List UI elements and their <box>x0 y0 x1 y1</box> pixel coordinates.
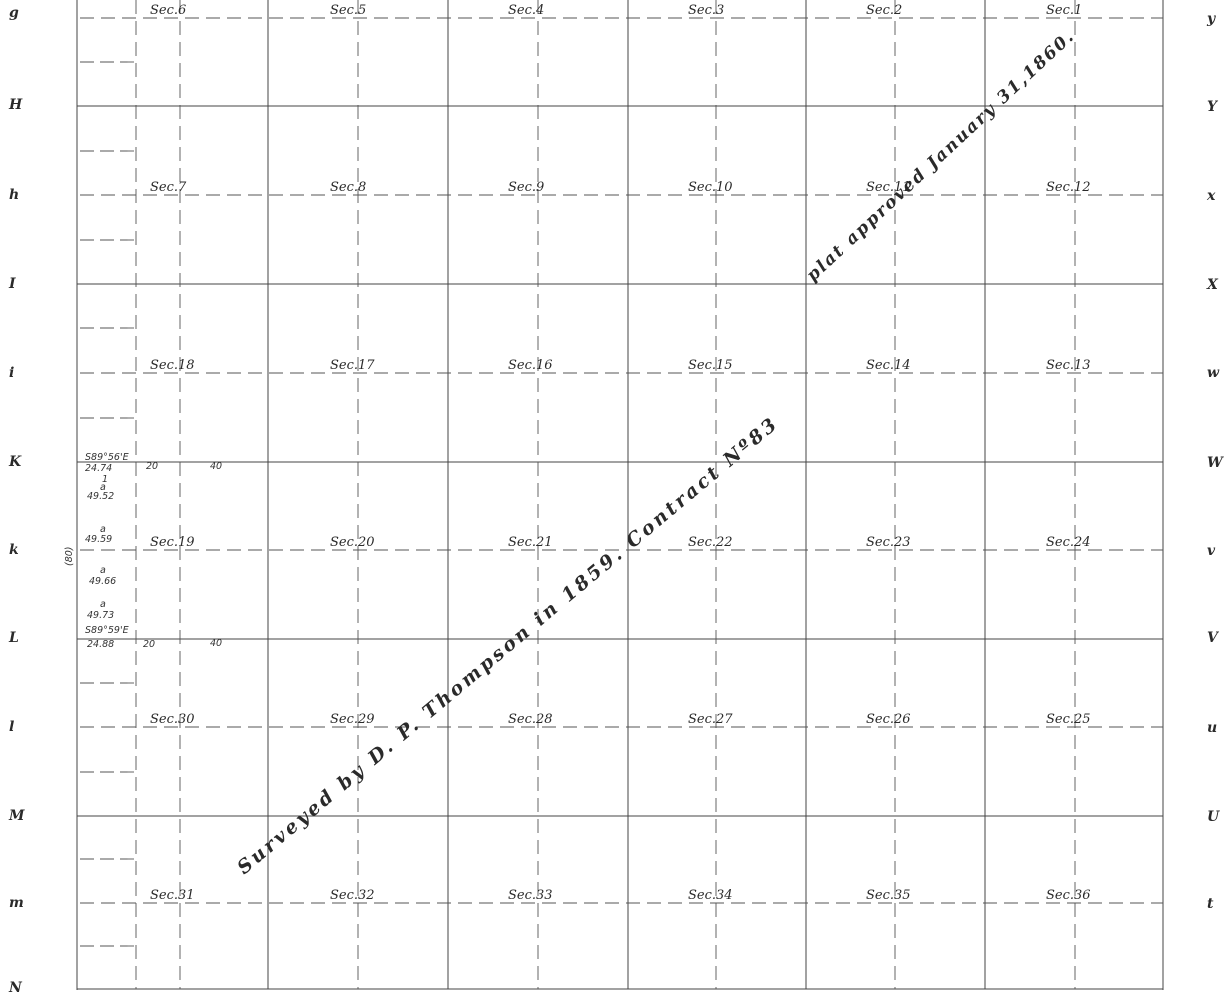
inscription-approved: plat approved January 31,1860. <box>803 26 1079 286</box>
chain-20-bottom: 20 <box>143 639 155 650</box>
chain-40-bottom: 40 <box>210 638 222 649</box>
section-label: Sec.18 <box>150 358 195 373</box>
section-label: Sec.17 <box>330 358 375 373</box>
section-labels: Sec.6 Sec.5 Sec.4 Sec.3 Sec.2 Sec.1 Sec.7 Sec.8… <box>150 3 1091 903</box>
left-letter-3: h <box>9 187 19 203</box>
section-label: Sec.35 <box>866 888 911 903</box>
bearing-bottom: S89°59'E <box>85 625 129 636</box>
right-letter-9: u <box>1207 720 1217 736</box>
right-letter-8: V <box>1207 630 1220 646</box>
section-label: Sec.14 <box>866 358 911 373</box>
section-label: Sec.23 <box>866 535 911 550</box>
section-label: Sec.9 <box>508 180 544 195</box>
right-letter-10: U <box>1207 809 1220 825</box>
left-letter-7: k <box>9 542 19 558</box>
section-label: Sec.30 <box>150 712 195 727</box>
section-label: Sec.19 <box>150 535 195 550</box>
section-label: Sec.22 <box>688 535 733 550</box>
left-letter-11: m <box>9 895 24 911</box>
section-label: Sec.12 <box>1046 180 1091 195</box>
left-letter-8: L <box>8 630 19 646</box>
right-edge-letters: y Yx Xw Wv Vu Ut <box>1206 11 1224 912</box>
section-label: Sec.33 <box>508 888 553 903</box>
left-letter-6: K <box>8 454 22 470</box>
section-label: Sec.7 <box>150 180 187 195</box>
distance-49-59: 49.59 <box>85 534 112 545</box>
left-letter-2: H <box>8 97 23 113</box>
left-letter-5: i <box>9 365 14 381</box>
right-letter-11: t <box>1207 896 1214 912</box>
section-label: Sec.1 <box>1046 3 1082 18</box>
distance-49-52: 49.52 <box>87 491 114 502</box>
chain-20-top: 20 <box>146 461 158 472</box>
section-label: Sec.34 <box>688 888 733 903</box>
section-label: Sec.15 <box>688 358 733 373</box>
section-label: Sec.13 <box>1046 358 1091 373</box>
left-letter-4: I <box>8 276 16 292</box>
left-edge-letters: g Hh Ii Kk Ll Mm N <box>8 5 25 992</box>
section-label: Sec.11 <box>866 180 911 195</box>
right-letter-1: y <box>1206 11 1216 27</box>
lot-a-3: a <box>100 565 106 576</box>
section-label: Sec.26 <box>866 712 911 727</box>
section-label: Sec.31 <box>150 888 195 903</box>
left-letter-1: g <box>9 5 19 21</box>
lot-tick-marks <box>80 61 134 947</box>
right-letter-3: x <box>1206 188 1216 204</box>
section-label: Sec.36 <box>1046 888 1091 903</box>
survey-notes: S89°56'E 24.74 1 a 49.52 a 49.59 a 49.66… <box>64 452 222 650</box>
distance-49-66: 49.66 <box>89 576 116 587</box>
section-label: Sec.16 <box>508 358 553 373</box>
right-letter-4: X <box>1206 277 1219 293</box>
section-label: Sec.20 <box>330 535 375 550</box>
lot-a-2: a <box>100 524 106 535</box>
section-label: Sec.6 <box>150 3 186 18</box>
inscription-surveyed: Surveyed by D. P. Thompson in 1859. Cont… <box>233 412 783 879</box>
side-80-label: (80) <box>64 546 75 566</box>
section-label: Sec.4 <box>508 3 544 18</box>
section-label: Sec.8 <box>330 180 366 195</box>
chain-40-top: 40 <box>210 461 222 472</box>
quarter-section-lines <box>80 0 1163 989</box>
right-letter-5: w <box>1207 365 1220 381</box>
section-label: Sec.28 <box>508 712 553 727</box>
section-label: Sec.10 <box>688 180 733 195</box>
lot-a-4: a <box>100 599 106 610</box>
section-label: Sec.25 <box>1046 712 1091 727</box>
section-label: Sec.29 <box>330 712 375 727</box>
right-letter-6: W <box>1207 455 1224 471</box>
section-label: Sec.5 <box>330 3 366 18</box>
section-label: Sec.3 <box>688 3 724 18</box>
lot-a-1: a <box>100 482 106 493</box>
section-label: Sec.27 <box>688 712 733 727</box>
section-label: Sec.21 <box>508 535 553 550</box>
section-grid <box>76 0 1164 990</box>
section-label: Sec.2 <box>866 3 902 18</box>
left-letter-10: M <box>8 808 25 824</box>
section-label: Sec.32 <box>330 888 375 903</box>
section-label: Sec.24 <box>1046 535 1091 550</box>
left-letter-9: l <box>9 719 14 735</box>
bearing-top: S89°56'E <box>85 452 129 463</box>
right-letter-7: v <box>1207 543 1216 559</box>
lot-mark-1: 1 <box>102 474 108 485</box>
distance-bottom: 24.88 <box>87 639 114 650</box>
survey-inscription: Surveyed by D. P. Thompson in 1859. Cont… <box>233 26 1079 879</box>
left-letter-12: N <box>8 980 23 992</box>
right-letter-2: Y <box>1207 99 1219 115</box>
distance-top: 24.74 <box>85 463 112 474</box>
distance-49-73: 49.73 <box>87 610 114 621</box>
